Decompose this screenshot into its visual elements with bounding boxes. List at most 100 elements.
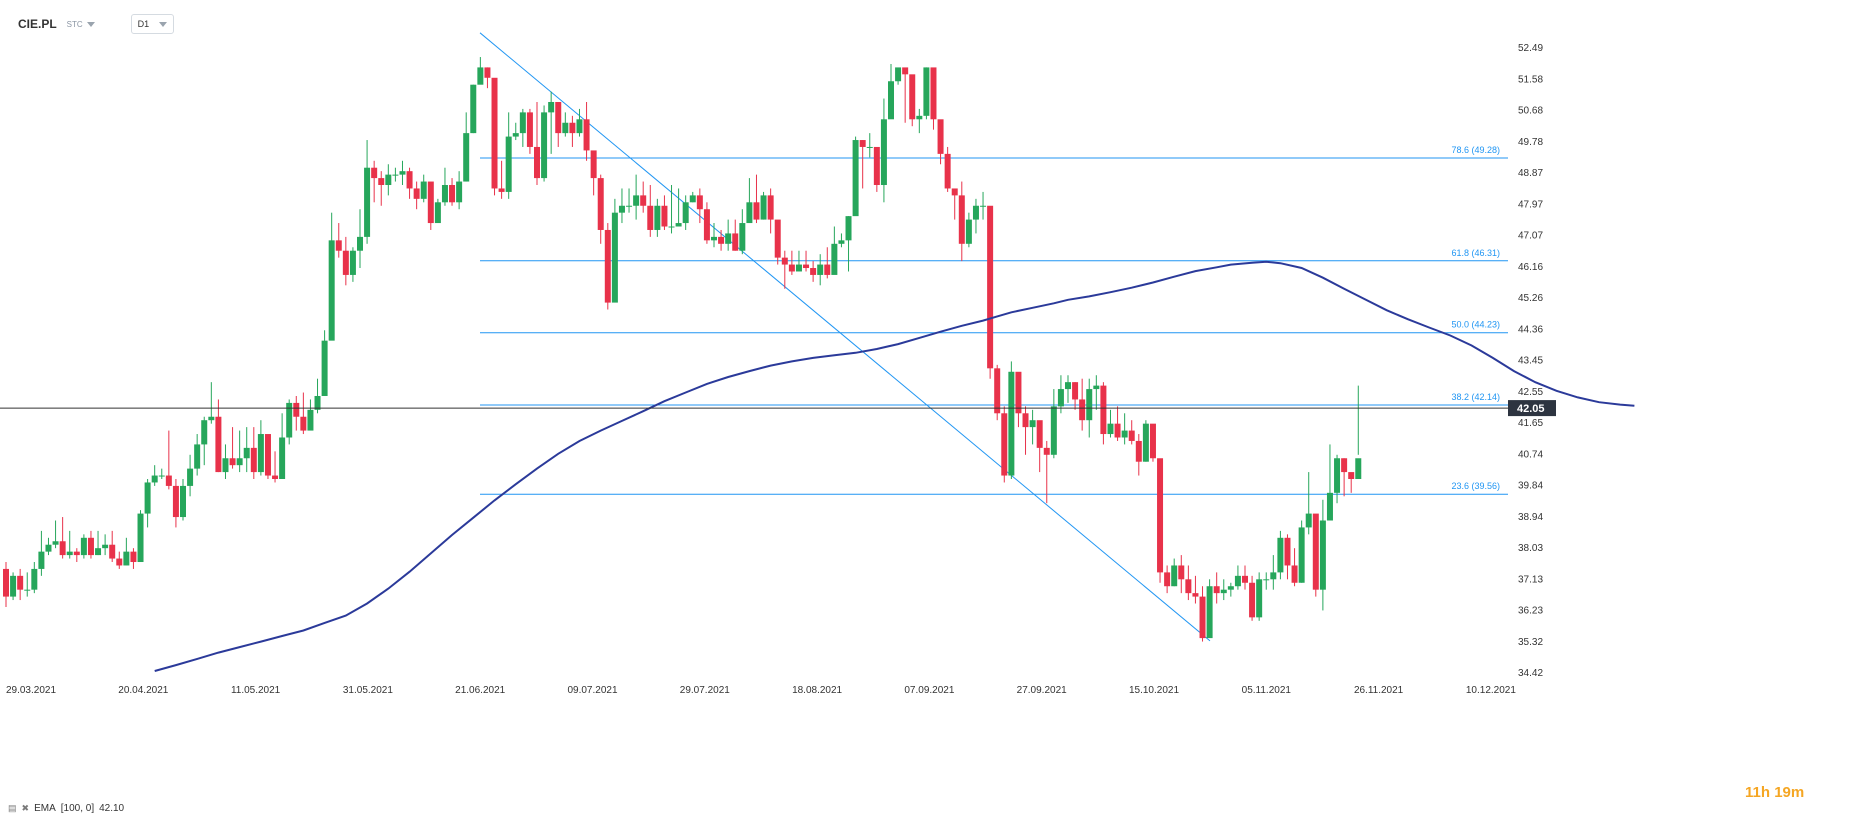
- candle-body: [590, 150, 597, 179]
- candle-body: [1227, 586, 1234, 590]
- candle-body: [852, 140, 859, 217]
- candle-body: [682, 202, 689, 224]
- candle-body: [1341, 458, 1348, 473]
- candle-body: [80, 537, 87, 556]
- y-tick-label: 43.45: [1518, 356, 1543, 367]
- candle-body: [250, 447, 257, 473]
- candle-body: [1192, 593, 1199, 597]
- y-tick-label: 36.23: [1518, 606, 1543, 617]
- candle-body: [739, 223, 746, 251]
- chevron-down-icon: [159, 21, 168, 27]
- candle-body: [1263, 579, 1270, 581]
- candle-body: [17, 575, 24, 590]
- candle-body: [236, 458, 243, 466]
- candle-body: [286, 402, 293, 438]
- candle-body: [626, 205, 633, 207]
- candle-body: [767, 195, 774, 220]
- candle-body: [512, 133, 519, 137]
- candle-body: [668, 226, 675, 228]
- candle-body: [675, 223, 682, 227]
- candle-body: [1199, 596, 1206, 639]
- candle-body: [562, 122, 569, 134]
- candle-body: [732, 233, 739, 251]
- candle-body: [314, 395, 321, 410]
- candle-body: [788, 264, 795, 272]
- candle-body: [958, 195, 965, 244]
- candle-body: [937, 119, 944, 154]
- candle-body: [817, 264, 824, 275]
- indicator-label: EMA: [34, 803, 56, 814]
- candle-body: [965, 219, 972, 244]
- candle-body: [293, 402, 300, 417]
- candle-body: [1220, 589, 1227, 594]
- candle-body: [1277, 537, 1284, 573]
- candle-body: [31, 568, 38, 590]
- candle-body: [73, 551, 80, 556]
- candle-body: [357, 236, 363, 251]
- candle-body: [1319, 520, 1326, 590]
- candle-body: [151, 475, 158, 483]
- candle-body: [201, 420, 208, 445]
- candle-body: [130, 551, 137, 563]
- candle-body: [526, 112, 533, 147]
- candle-body: [1057, 389, 1064, 407]
- candle-body: [187, 468, 194, 486]
- candle-body: [611, 212, 618, 303]
- candle-body: [541, 112, 548, 179]
- ema-line: [154, 260, 1635, 672]
- candle-body: [618, 205, 625, 213]
- candle-body: [902, 67, 909, 75]
- candle-body: [1213, 586, 1220, 594]
- candle-body: [647, 205, 654, 230]
- candle-body: [470, 84, 477, 134]
- candle-body: [24, 589, 31, 591]
- candle-body: [944, 153, 951, 189]
- candle-body: [604, 229, 611, 303]
- candle-body: [66, 551, 73, 556]
- y-tick-label: 38.94: [1518, 512, 1543, 523]
- y-tick-label: 42.55: [1518, 387, 1543, 398]
- y-tick-label: 38.03: [1518, 543, 1543, 554]
- y-tick-label: 50.68: [1518, 106, 1543, 117]
- x-tick-label: 31.05.2021: [343, 685, 393, 696]
- candle-body: [519, 112, 526, 134]
- candle-body: [165, 475, 172, 486]
- chevron-down-icon: [86, 21, 95, 27]
- y-tick-label: 47.97: [1518, 199, 1543, 210]
- candle-body: [781, 257, 788, 265]
- candle-body: [859, 140, 866, 147]
- candle-body: [137, 513, 144, 563]
- candle-body: [349, 250, 356, 275]
- close-icon[interactable]: ✖: [21, 803, 30, 813]
- candle-body: [1242, 575, 1248, 583]
- x-tick-label: 07.09.2021: [904, 685, 954, 696]
- symbol-label[interactable]: CIE.PL: [18, 17, 57, 31]
- candle-body: [696, 195, 703, 210]
- y-tick-label: 52.49: [1518, 43, 1543, 54]
- candle-body: [1149, 423, 1156, 459]
- x-tick-label: 09.07.2021: [567, 685, 617, 696]
- candle-body: [831, 243, 838, 275]
- candle-body: [888, 81, 894, 120]
- indicator-settings-icon[interactable]: ▤: [8, 803, 17, 813]
- candle-body: [873, 146, 880, 186]
- fib-label: 23.6 (39.56): [1451, 481, 1500, 491]
- candle-body: [215, 416, 222, 473]
- candle-body: [689, 195, 696, 203]
- candle-body: [803, 264, 810, 269]
- fib-label: 61.8 (46.31): [1451, 248, 1500, 258]
- ema-layer: [154, 260, 1635, 672]
- y-tick-label: 40.74: [1518, 449, 1543, 460]
- instrument-type-dropdown[interactable]: STC: [67, 20, 95, 29]
- countdown-h: h: [1760, 784, 1771, 801]
- candle-body: [194, 444, 201, 469]
- candle-body: [257, 434, 264, 473]
- current-price-layer: 42.05: [0, 400, 1556, 417]
- timeframe-select[interactable]: D1: [130, 14, 175, 34]
- candle-body: [1178, 565, 1185, 580]
- candle-body: [1093, 385, 1100, 390]
- candle-body: [87, 537, 94, 556]
- candle-body: [725, 233, 732, 244]
